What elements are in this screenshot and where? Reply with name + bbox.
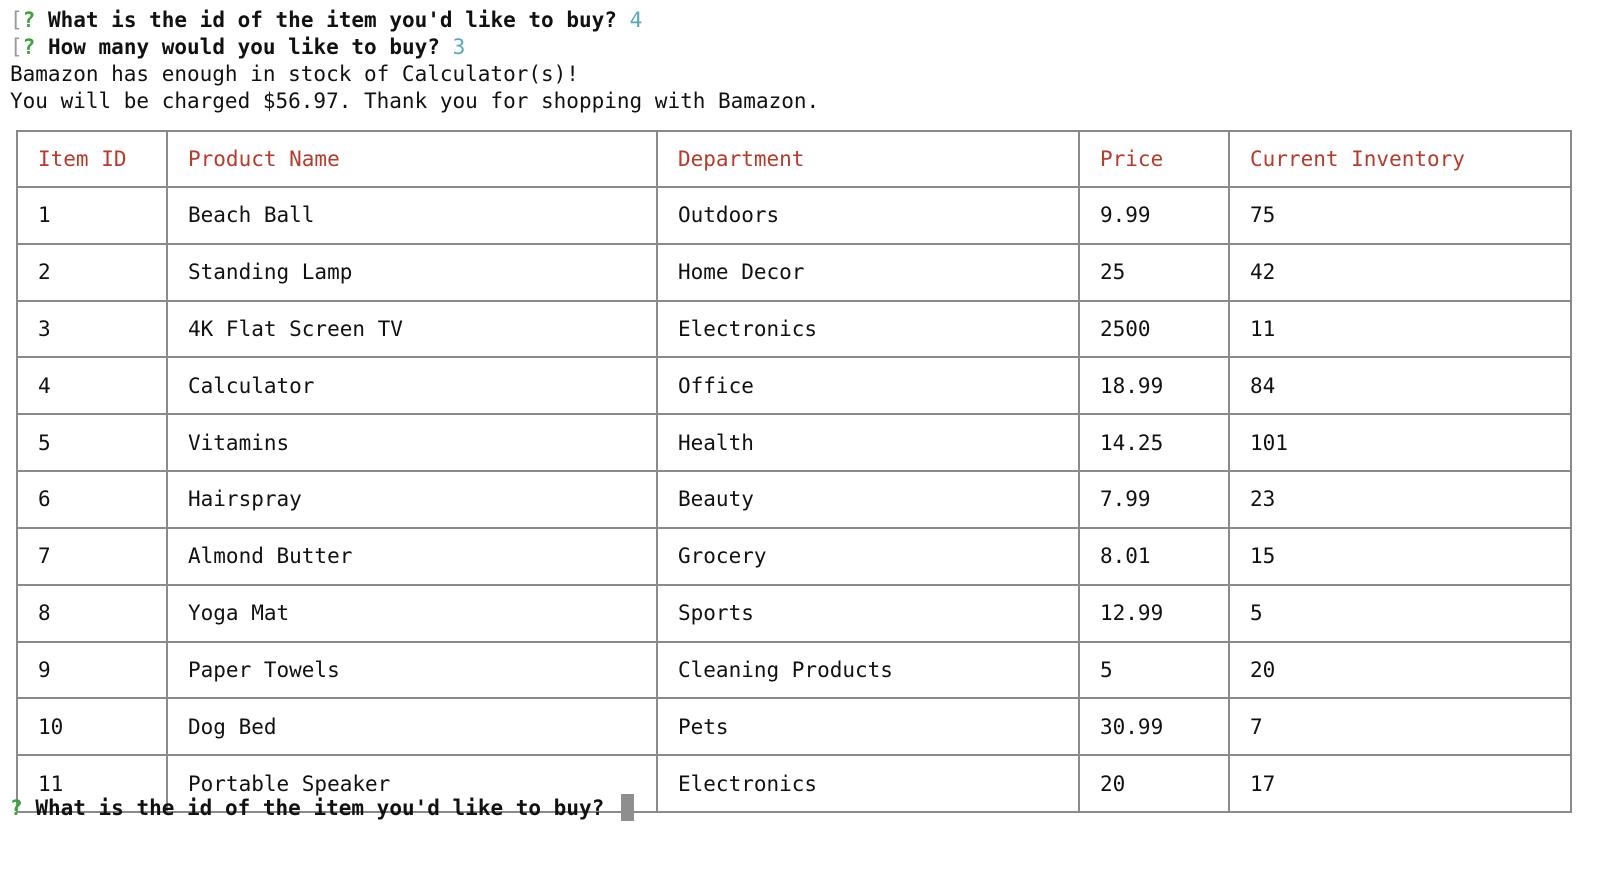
cell-item-id: 10 — [16, 697, 168, 757]
cell-inventory: 101 — [1228, 413, 1572, 473]
cell-inventory: 23 — [1228, 470, 1572, 529]
cell-inventory: 5 — [1228, 583, 1572, 643]
table-row: 8 Yoga Mat Sports 12.99 5 — [16, 583, 1572, 643]
cell-price: 25 — [1078, 242, 1230, 302]
table-row: 3 4K Flat Screen TV Electronics 2500 11 — [16, 299, 1572, 359]
cell-item-id: 7 — [16, 526, 168, 586]
prompt-question: How many would you like to buy? — [47, 35, 440, 59]
text-cursor-icon — [620, 794, 634, 821]
cell-product-name: Calculator — [166, 356, 658, 416]
prompt-bracket: [ — [10, 8, 23, 32]
cell-price: 14.25 — [1078, 413, 1230, 473]
cell-department: Grocery — [656, 526, 1080, 586]
table-row: 1 Beach Ball Outdoors 9.99 75 — [16, 186, 1572, 245]
prompt-answer: 3 — [452, 35, 466, 59]
products-table: Item ID Product Name Department Price Cu… — [16, 130, 1572, 813]
cell-inventory: 42 — [1228, 242, 1572, 302]
cell-product-name: Portable Speaker — [166, 754, 658, 813]
cell-product-name: Standing Lamp — [166, 242, 658, 302]
cell-inventory: 17 — [1228, 754, 1572, 813]
prompt-question: What is the id of the item you'd like to… — [35, 796, 605, 820]
question-mark-icon: ? — [22, 35, 36, 59]
cell-product-name: Vitamins — [166, 413, 658, 473]
cell-department: Cleaning Products — [656, 640, 1080, 700]
table-row: 11 Portable Speaker Electronics 20 17 — [16, 754, 1572, 813]
cell-department: Health — [656, 413, 1080, 473]
question-mark-icon: ? — [10, 796, 23, 820]
prompt-bracket: [ — [10, 35, 23, 59]
current-prompt-line[interactable]: ? What is the id of the item you'd like … — [10, 794, 634, 822]
cell-inventory: 11 — [1228, 299, 1572, 359]
cell-product-name: Yoga Mat — [166, 583, 658, 643]
cell-price: 9.99 — [1078, 186, 1230, 245]
cell-item-id: 6 — [16, 470, 168, 529]
table-row: 9 Paper Towels Cleaning Products 5 20 — [16, 640, 1572, 700]
stock-message: Bamazon has enough in stock of Calculato… — [10, 62, 579, 86]
cell-item-id: 4 — [16, 356, 168, 416]
cell-product-name: Paper Towels — [166, 640, 658, 700]
table-row: 5 Vitamins Health 14.25 101 — [16, 413, 1572, 473]
cell-department: Office — [656, 356, 1080, 416]
column-header-current-inventory: Current Inventory — [1228, 130, 1572, 188]
cell-inventory: 84 — [1228, 356, 1572, 416]
cell-department: Outdoors — [656, 186, 1080, 245]
cell-item-id: 5 — [16, 413, 168, 473]
cell-inventory: 15 — [1228, 526, 1572, 586]
cell-department: Electronics — [656, 299, 1080, 359]
cell-price: 5 — [1078, 640, 1230, 700]
cell-department: Pets — [656, 697, 1080, 757]
cell-department: Home Decor — [656, 242, 1080, 302]
cell-price: 20 — [1078, 754, 1230, 813]
table-row: 2 Standing Lamp Home Decor 25 42 — [16, 242, 1572, 302]
table-row: 4 Calculator Office 18.99 84 — [16, 356, 1572, 416]
cell-item-id: 9 — [16, 640, 168, 700]
question-mark-icon: ? — [22, 8, 36, 32]
cell-department: Beauty — [656, 470, 1080, 529]
cell-inventory: 7 — [1228, 697, 1572, 757]
column-header-item-id: Item ID — [16, 130, 168, 188]
cell-price: 8.01 — [1078, 526, 1230, 586]
column-header-product-name: Product Name — [166, 130, 658, 188]
cell-price: 18.99 — [1078, 356, 1230, 416]
cell-inventory: 75 — [1228, 186, 1572, 245]
cell-product-name: Dog Bed — [166, 697, 658, 757]
table-row: 6 Hairspray Beauty 7.99 23 — [16, 470, 1572, 529]
cell-item-id: 3 — [16, 299, 168, 359]
cell-product-name: 4K Flat Screen TV — [166, 299, 658, 359]
cell-item-id: 2 — [16, 242, 168, 302]
cell-price: 12.99 — [1078, 583, 1230, 643]
prompt-history-line: [? What is the id of the item you'd like… — [10, 6, 642, 34]
column-header-department: Department — [656, 130, 1080, 188]
cell-item-id: 8 — [16, 583, 168, 643]
cell-product-name: Hairspray — [166, 470, 658, 529]
cell-item-id: 11 — [16, 754, 168, 813]
cell-price: 7.99 — [1078, 470, 1230, 529]
cell-department: Electronics — [656, 754, 1080, 813]
column-header-price: Price — [1078, 130, 1230, 188]
cell-item-id: 1 — [16, 186, 168, 245]
prompt-history-line: [? How many would you like to buy? 3 — [10, 33, 465, 61]
prompt-answer: 4 — [629, 8, 643, 32]
table-row: 10 Dog Bed Pets 30.99 7 — [16, 697, 1572, 757]
cell-department: Sports — [656, 583, 1080, 643]
charge-message: You will be charged $56.97. Thank you fo… — [10, 89, 820, 113]
prompt-question: What is the id of the item you'd like to… — [47, 8, 617, 32]
cell-product-name: Almond Butter — [166, 526, 658, 586]
table-row: 7 Almond Butter Grocery 8.01 15 — [16, 526, 1572, 586]
cell-product-name: Beach Ball — [166, 186, 658, 245]
table-header-row: Item ID Product Name Department Price Cu… — [16, 130, 1572, 188]
cell-price: 2500 — [1078, 299, 1230, 359]
cell-inventory: 20 — [1228, 640, 1572, 700]
cell-price: 30.99 — [1078, 697, 1230, 757]
